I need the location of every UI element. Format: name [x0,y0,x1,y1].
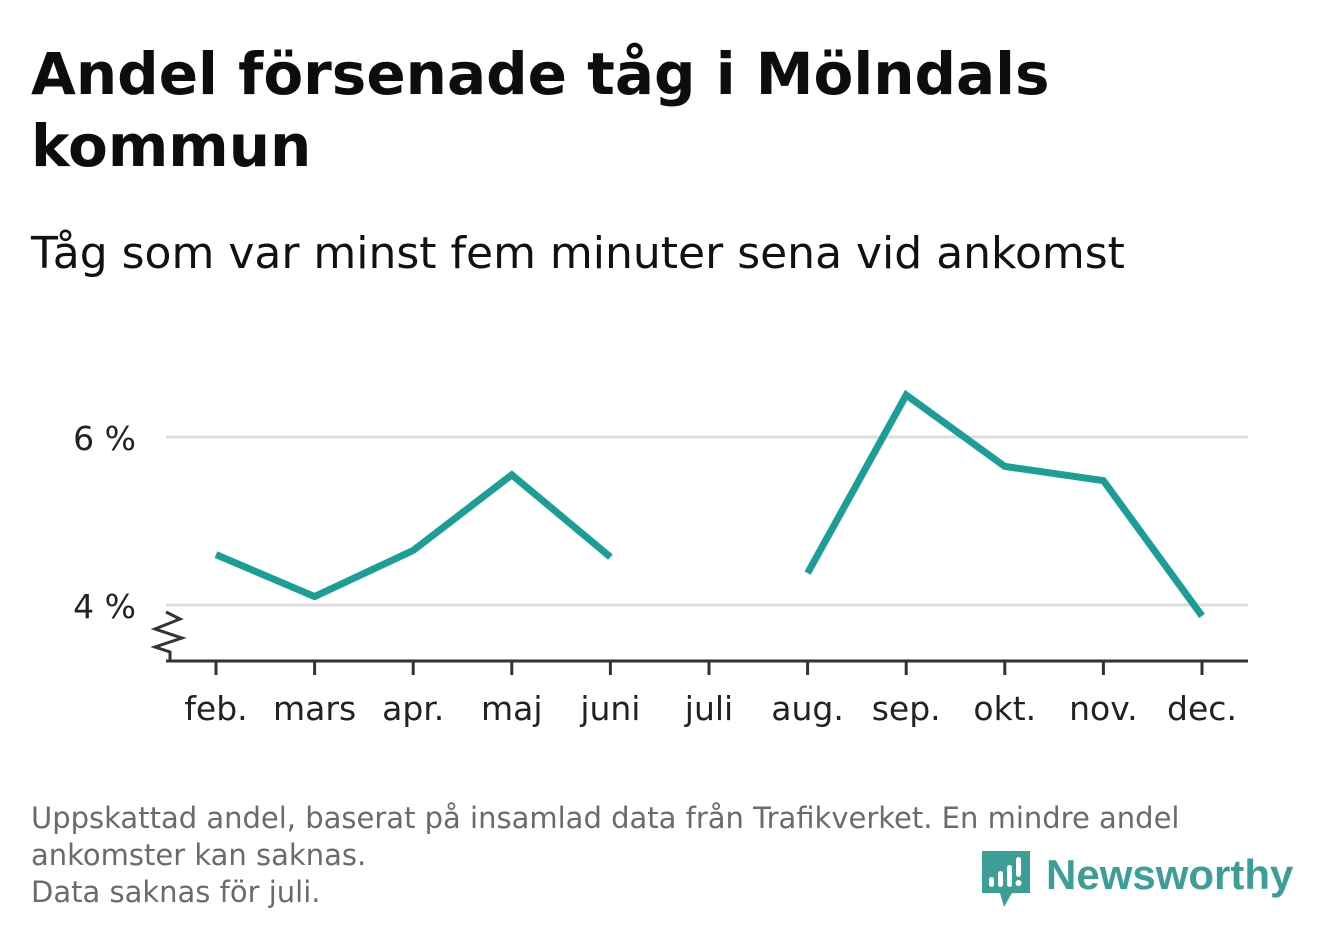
x-tick-label: juni [579,689,640,728]
x-tick-label: apr. [382,689,444,728]
line-chart: 4 % 6 % feb. mars apr. maj juni juli aug. sep. ok… [73,389,1248,728]
x-tick-label: dec. [1167,689,1237,728]
series-line-segment [804,389,1205,618]
series-lines [214,389,1205,618]
footnote-line: ankomster kan saknas. [31,838,367,872]
y-tick-label: 6 % [73,419,136,458]
logo-text: Newsworthy [1046,851,1294,898]
x-tick-label: nov. [1069,689,1138,728]
x-tick-label: mars [273,689,356,728]
y-axis-break [150,610,187,661]
x-tick-label: maj [481,689,543,728]
newsworthy-logo-icon [982,851,1030,907]
x-tick-label: sep. [872,689,941,728]
newsworthy-logo: Newsworthy [980,848,1293,910]
x-tick-label: aug. [771,689,844,728]
x-axis [150,610,1248,675]
x-tick-labels: feb. mars apr. maj juni juli aug. sep. okt. nov. d… [184,689,1237,728]
y-axis: 4 % 6 % [73,419,136,626]
gridlines [166,435,1248,607]
x-tick-label: okt. [973,689,1036,728]
footnote: Uppskattad andel, baserat på insamlad da… [31,800,1281,911]
x-tick-label: juli [684,689,733,728]
footnote-line: Data saknas för juli. [31,875,321,909]
x-tick-label: feb. [184,689,247,728]
footnote-line: Uppskattad andel, baserat på insamlad da… [31,801,1180,835]
y-tick-label: 4 % [73,587,136,626]
series-line-segment [214,470,613,601]
chart-subtitle: Tåg som var minst fem minuter sena vid a… [31,228,1125,279]
chart-title: Andel försenade tåg i Mölndals kommun [31,40,1050,180]
